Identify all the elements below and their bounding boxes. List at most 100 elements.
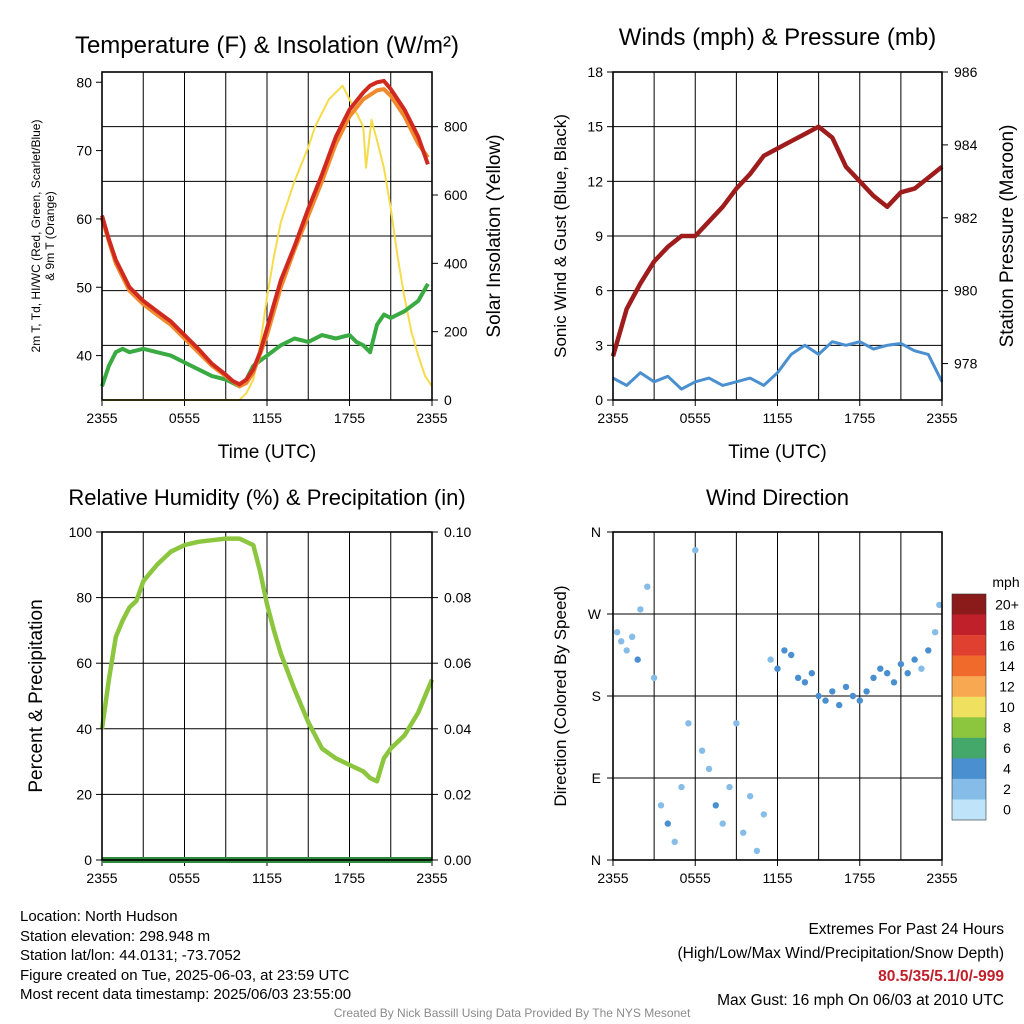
colorbar-swatch	[952, 676, 986, 697]
colorbar: mph 20+ 18 16 14 12 10 8 6 4 2 0	[951, 574, 1020, 821]
colorbar-swatch	[952, 614, 986, 636]
wind-direction-point	[733, 720, 740, 727]
y-axis-label: Percent & Precipitation	[26, 599, 47, 792]
wind-direction-point	[618, 638, 625, 645]
wind-direction-point	[877, 665, 884, 672]
series-line	[99, 536, 435, 784]
series-line	[610, 124, 944, 357]
wind-direction-point	[897, 660, 905, 668]
chart-title: Winds (mph) & Pressure (mb)	[619, 24, 936, 51]
x-tick-label: 1155	[252, 410, 282, 426]
colorbar-swatch	[952, 655, 986, 677]
chart-panel-1: Temperature (F) & Insolation (W/m²) 2355 0…	[29, 32, 505, 463]
colorbar-swatch	[952, 717, 986, 739]
y-axis-label: Sonic Wind & Gust (Blue, Black)	[551, 114, 570, 358]
y2-tick-label: 800	[444, 119, 468, 135]
colorbar-label: 18	[999, 617, 1015, 633]
y2-tick-label: 0.04	[444, 721, 471, 737]
y-axis-label: 2m T, Td, HI/WC (Red, Green, Scarlet/Blu…	[29, 120, 43, 353]
y-tick-label: 6	[595, 283, 603, 299]
chart-title: Temperature (F) & Insolation (W/m²)	[75, 32, 459, 59]
wind-direction-point	[774, 665, 781, 672]
x-tick-label: 1155	[762, 870, 792, 886]
x-tick-label: 2355	[86, 410, 117, 426]
colorbar-label: 2	[1003, 781, 1011, 797]
wind-direction-point	[760, 811, 767, 818]
wind-direction-point	[884, 670, 891, 677]
colorbar-label: 14	[999, 658, 1015, 674]
y-tick-label: 0	[84, 852, 92, 868]
y2-tick-label: 984	[954, 137, 978, 153]
y2-tick-label: 200	[444, 324, 468, 340]
extremes-values: 80.5/35/5.1/0/-999	[878, 968, 1004, 985]
x-axis-label: Time (UTC)	[728, 442, 827, 463]
x-tick-label: 2355	[416, 410, 447, 426]
chart-title: Relative Humidity (%) & Precipitation (i…	[68, 485, 465, 510]
wind-direction-point	[613, 629, 621, 636]
y-tick-label: 3	[595, 337, 603, 353]
wind-direction-point	[822, 697, 829, 704]
wind-direction-point	[637, 606, 644, 613]
wind-direction-point	[829, 688, 836, 695]
wind-direction-point	[753, 847, 761, 855]
y-tick-label: W	[588, 606, 602, 622]
y2-tick-label: 978	[954, 356, 978, 372]
y2-tick-label: 980	[954, 283, 978, 299]
y-tick-label: 100	[69, 524, 93, 540]
y2-tick-label: 0.06	[444, 655, 471, 671]
y-tick-label: 18	[587, 64, 603, 80]
wind-direction-point	[781, 647, 788, 654]
wind-direction-point	[634, 656, 641, 663]
plot-border	[101, 531, 433, 861]
wind-direction-point	[623, 647, 630, 654]
credit-line: Created By Nick Bassill Using Data Provi…	[333, 1006, 691, 1020]
y2-tick-label: 0.02	[444, 786, 471, 802]
colorbar-label: 10	[999, 699, 1015, 715]
chart-title: Wind Direction	[706, 485, 849, 510]
wind-direction-point	[692, 547, 699, 554]
wind-direction-point	[842, 683, 850, 691]
wind-direction-point	[931, 629, 939, 636]
wind-direction-point	[746, 793, 754, 800]
colorbar-swatch	[952, 594, 986, 615]
x-tick-label: 1755	[334, 410, 365, 426]
wind-direction-point	[870, 674, 877, 681]
wind-direction-point	[705, 765, 713, 773]
colorbar-swatch	[952, 758, 986, 780]
wind-direction-point	[801, 679, 809, 686]
series-line	[612, 340, 944, 391]
figure-created: Figure created on Tue, 2025-06-03, at 23…	[20, 966, 350, 984]
x-axis-label: Time (UTC)	[218, 442, 317, 463]
chart-panel-4: Wind Direction 2355 0555 1155 1755 2355 N E S W N D…	[551, 485, 958, 886]
wind-direction-point	[911, 656, 918, 663]
y2-tick-label: 400	[444, 255, 468, 271]
station-location: Location: North Hudson	[20, 908, 178, 925]
colorbar-label: 20+	[995, 596, 1019, 612]
y2-axis-label: Station Pressure (Maroon)	[997, 125, 1018, 348]
x-tick-label: 1155	[762, 410, 792, 426]
x-tick-label: 0555	[169, 870, 200, 886]
x-tick-label: 1155	[252, 870, 282, 886]
wind-direction-point	[712, 802, 719, 809]
station-elevation: Station elevation: 298.948 m	[20, 927, 211, 945]
colorbar-label: 8	[1003, 720, 1011, 736]
y-tick-label: 60	[76, 211, 92, 227]
x-tick-label: 2355	[416, 870, 447, 886]
wind-direction-point	[904, 670, 911, 677]
wind-direction-point	[629, 633, 636, 640]
y-tick-label: 12	[587, 173, 603, 189]
wind-direction-point	[657, 802, 665, 809]
y-tick-label: E	[592, 770, 601, 786]
x-tick-label: 1755	[844, 410, 875, 426]
y-tick-label: 70	[76, 143, 92, 159]
x-tick-label: 1755	[844, 870, 875, 886]
y-tick-label: 0	[595, 392, 603, 408]
wind-direction-point	[726, 783, 733, 791]
y2-tick-label: 982	[954, 210, 978, 226]
x-tick-label: 1755	[334, 870, 365, 886]
station-latlon: Station lat/lon: 44.0131; -73.7052	[20, 947, 242, 964]
y-tick-label: 60	[76, 655, 92, 671]
y2-tick-label: 0	[444, 392, 452, 408]
y2-tick-label: 0.08	[444, 590, 471, 606]
max-gust: Max Gust: 16 mph On 06/03 at 2010 UTC	[717, 991, 1004, 1009]
